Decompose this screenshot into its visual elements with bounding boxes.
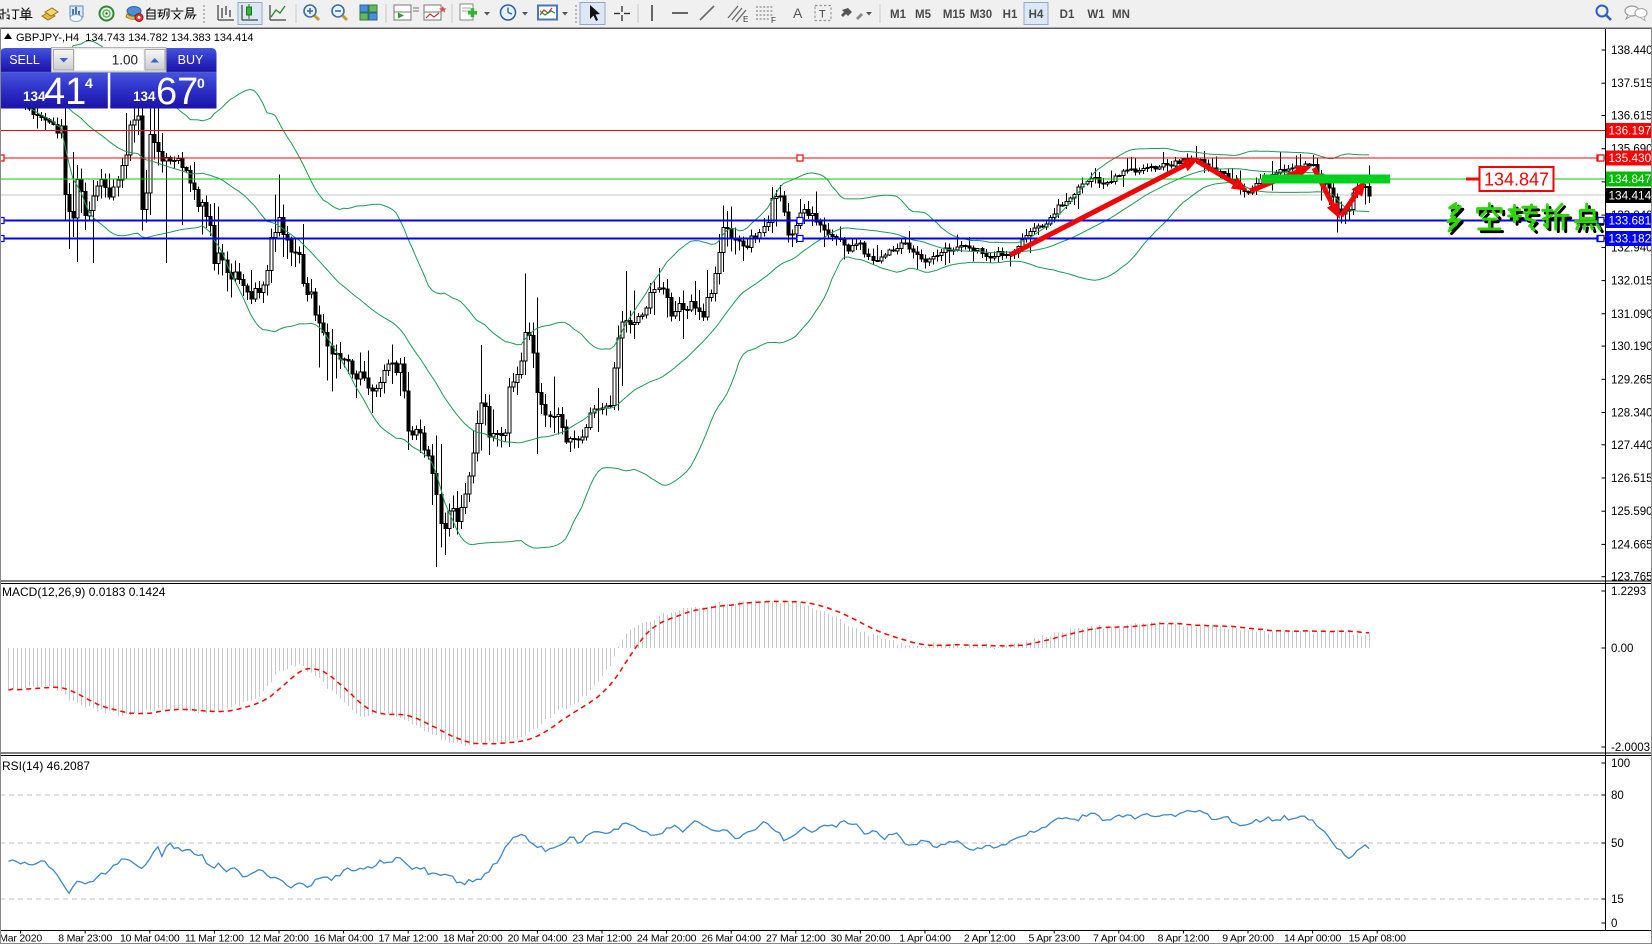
svg-text:E: E [743,15,748,24]
svg-text:134: 134 [23,89,46,104]
svg-text:-2.0003: -2.0003 [1611,742,1650,754]
svg-text:SELL: SELL [9,53,40,67]
svg-text:130.190: 130.190 [1611,341,1652,353]
svg-text:M5: M5 [915,9,932,21]
svg-text:M1: M1 [890,9,907,21]
svg-text:100: 100 [1611,758,1630,770]
svg-text:8 Apr 12:00: 8 Apr 12:00 [1158,933,1210,944]
svg-text:128.340: 128.340 [1611,408,1652,420]
svg-text:123.765: 123.765 [1611,572,1652,584]
svg-text:Mar 2020: Mar 2020 [0,933,42,944]
svg-text:124.665: 124.665 [1611,539,1652,551]
svg-text:15: 15 [1611,894,1624,906]
svg-text:0: 0 [197,75,205,91]
svg-text:8 Mar 23:00: 8 Mar 23:00 [58,933,112,944]
svg-text:50: 50 [1611,838,1624,850]
svg-text:27 Mar 12:00: 27 Mar 12:00 [766,933,826,944]
svg-text:135.430: 135.430 [1609,151,1652,165]
svg-text:134.414: 134.414 [1609,189,1652,203]
svg-text:133.182: 133.182 [1609,232,1652,246]
svg-text:M30: M30 [970,9,992,21]
svg-text:23 Mar 12:00: 23 Mar 12:00 [572,933,632,944]
svg-text:132.015: 132.015 [1611,276,1652,288]
svg-text:0: 0 [1611,918,1617,930]
svg-text:9 Apr 20:00: 9 Apr 20:00 [1222,933,1274,944]
svg-text:137.515: 137.515 [1611,78,1652,90]
svg-text:17 Mar 12:00: 17 Mar 12:00 [378,933,438,944]
svg-text:138.440: 138.440 [1611,45,1652,57]
svg-text:125.590: 125.590 [1611,506,1652,518]
svg-text:136.615: 136.615 [1611,111,1652,123]
svg-text:MN: MN [1112,9,1130,21]
svg-text:4: 4 [85,75,93,91]
svg-text:18 Mar 20:00: 18 Mar 20:00 [443,933,503,944]
svg-text:11 Mar 12:00: 11 Mar 12:00 [185,933,244,944]
svg-text:H4: H4 [1029,9,1044,21]
svg-text:26 Mar 04:00: 26 Mar 04:00 [701,933,761,944]
svg-text:20 Mar 04:00: 20 Mar 04:00 [508,933,568,944]
svg-text:MACD(12,26,9) 0.0183 0.1424: MACD(12,26,9) 0.0183 0.1424 [2,585,166,599]
svg-text:134.847: 134.847 [1484,170,1549,190]
svg-text:RSI(14) 46.2087: RSI(14) 46.2087 [2,759,90,773]
svg-text:T: T [819,9,826,21]
svg-text:14 Apr 00:00: 14 Apr 00:00 [1284,933,1342,944]
svg-text:131.090: 131.090 [1611,309,1652,321]
svg-text:1.2293: 1.2293 [1611,586,1646,598]
svg-text:80: 80 [1611,790,1624,802]
svg-text:7 Apr 04:00: 7 Apr 04:00 [1093,933,1145,944]
svg-text:127.440: 127.440 [1611,440,1652,452]
svg-text:10 Mar 04:00: 10 Mar 04:00 [120,933,180,944]
svg-text:2 Apr 12:00: 2 Apr 12:00 [964,933,1016,944]
svg-text:133.681: 133.681 [1609,214,1652,228]
svg-text:134: 134 [133,89,156,104]
svg-text:GBPJPY-,H4 134.743 134.782 13: GBPJPY-,H4 134.743 134.782 134.383 134.4… [16,32,254,44]
svg-text:H1: H1 [1003,9,1018,21]
svg-text:30 Mar 20:00: 30 Mar 20:00 [831,933,891,944]
svg-text:0.00: 0.00 [1611,643,1633,655]
svg-text:W1: W1 [1087,9,1105,21]
svg-text:M15: M15 [943,9,966,21]
svg-text:134.847: 134.847 [1609,172,1652,186]
svg-text:A: A [793,5,803,21]
svg-text:129.265: 129.265 [1611,374,1652,386]
svg-text:41: 41 [44,71,86,113]
svg-text:136.197: 136.197 [1609,124,1652,138]
svg-text:D1: D1 [1060,9,1075,21]
svg-text:5 Apr 23:00: 5 Apr 23:00 [1028,933,1080,944]
svg-text:12 Mar 20:00: 12 Mar 20:00 [249,933,309,944]
svg-text:15 Apr 08:00: 15 Apr 08:00 [1349,933,1407,944]
svg-text:126.515: 126.515 [1611,473,1652,485]
svg-text:BUY: BUY [178,53,204,67]
svg-text:F: F [771,16,776,25]
svg-text:24 Mar 20:00: 24 Mar 20:00 [637,933,697,944]
svg-text:1.00: 1.00 [112,53,138,68]
svg-text:16 Mar 04:00: 16 Mar 04:00 [314,933,374,944]
svg-text:1 Apr 04:00: 1 Apr 04:00 [899,933,951,944]
svg-text:67: 67 [156,71,198,113]
